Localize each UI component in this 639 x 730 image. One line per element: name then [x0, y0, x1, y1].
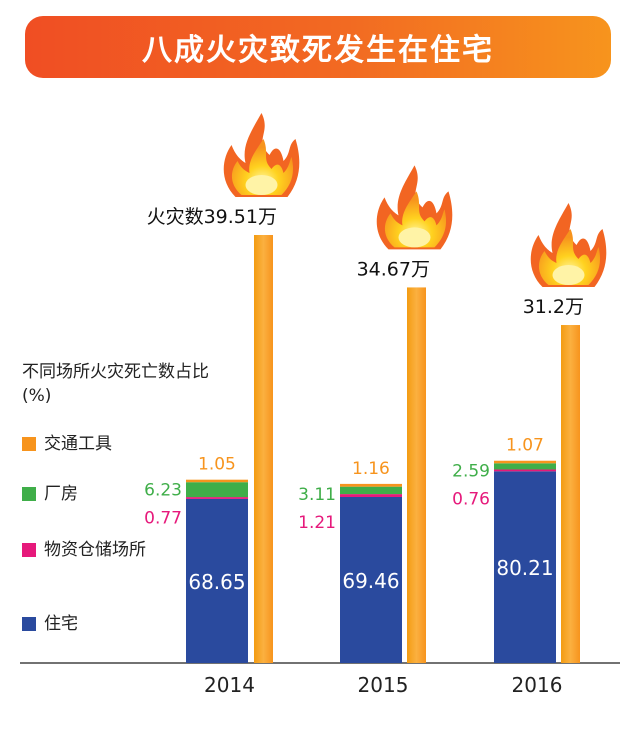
legend-swatch-residence: [22, 617, 36, 631]
bar-fire-count-2015: [407, 287, 426, 663]
bar-warehouse-2014: [186, 497, 248, 499]
bar-transport-2014: [186, 479, 248, 483]
x-tick-label-2015: 2015: [358, 673, 409, 697]
bar-transport-2016: [494, 460, 556, 464]
legend-swatch-factory: [22, 487, 36, 501]
bar-residence-2016: [494, 471, 556, 663]
data-label-residence-2014: 68.65: [188, 570, 245, 594]
data-label-transport-2016: 1.07: [506, 436, 544, 456]
data-label-warehouse-2015: 1.21: [298, 513, 336, 533]
legend-swatch-transport: [22, 437, 36, 451]
legend-item-factory: 厂房: [22, 482, 154, 506]
bar-factory-2015: [340, 486, 402, 495]
bar-transport-2015: [340, 483, 402, 487]
bar-residence-2015: [340, 496, 402, 663]
bar-fire-count-2014: [254, 235, 273, 663]
legend-item-transport: 交通工具: [22, 432, 154, 456]
legend-label-transport: 交通工具: [44, 434, 112, 454]
x-tick-label-2016: 2016: [512, 673, 563, 697]
data-label-warehouse-2014: 0.77: [144, 509, 182, 529]
data-label-warehouse-2016: 0.76: [452, 490, 490, 510]
data-label-fire-count-2016: 31.2万: [523, 296, 584, 318]
data-label-transport-2014: 1.05: [198, 455, 236, 475]
data-label-residence-2016: 80.21: [496, 556, 553, 580]
bar-factory-2016: [494, 463, 556, 470]
bar-warehouse-2016: [494, 469, 556, 472]
legend-label-warehouse: 物资仓储场所: [44, 540, 146, 560]
flame-icon: [376, 165, 453, 250]
flame-icon: [223, 113, 300, 197]
legend-item-residence: 住宅: [22, 612, 154, 636]
bar-residence-2014: [186, 498, 248, 663]
title-banner: 八成火灾致死发生在住宅: [25, 16, 611, 78]
data-label-transport-2015: 1.16: [352, 459, 390, 479]
chart-title: 八成火灾致死发生在住宅: [142, 33, 494, 68]
bar-fire-count-2016: [561, 325, 580, 663]
legend-item-warehouse: 物资仓储场所: [22, 538, 154, 562]
bar-warehouse-2015: [340, 494, 402, 497]
x-tick-label-2014: 2014: [204, 673, 255, 697]
legend-label-residence: 住宅: [44, 614, 78, 634]
data-label-factory-2016: 2.59: [452, 462, 490, 482]
data-label-fire-count-2015: 34.67万: [357, 258, 430, 280]
bar-factory-2014: [186, 482, 248, 498]
data-label-residence-2015: 69.46: [342, 569, 399, 593]
legend-label-factory: 厂房: [44, 484, 78, 504]
data-label-factory-2015: 3.11: [298, 485, 336, 505]
legend-swatch-warehouse: [22, 543, 36, 557]
legend-title: 不同场所火灾死亡数占比(%): [22, 362, 209, 406]
flame-icon: [530, 203, 607, 288]
data-label-fire-count-2014: 火灾数39.51万: [147, 206, 277, 228]
data-label-factory-2014: 6.23: [144, 481, 182, 501]
